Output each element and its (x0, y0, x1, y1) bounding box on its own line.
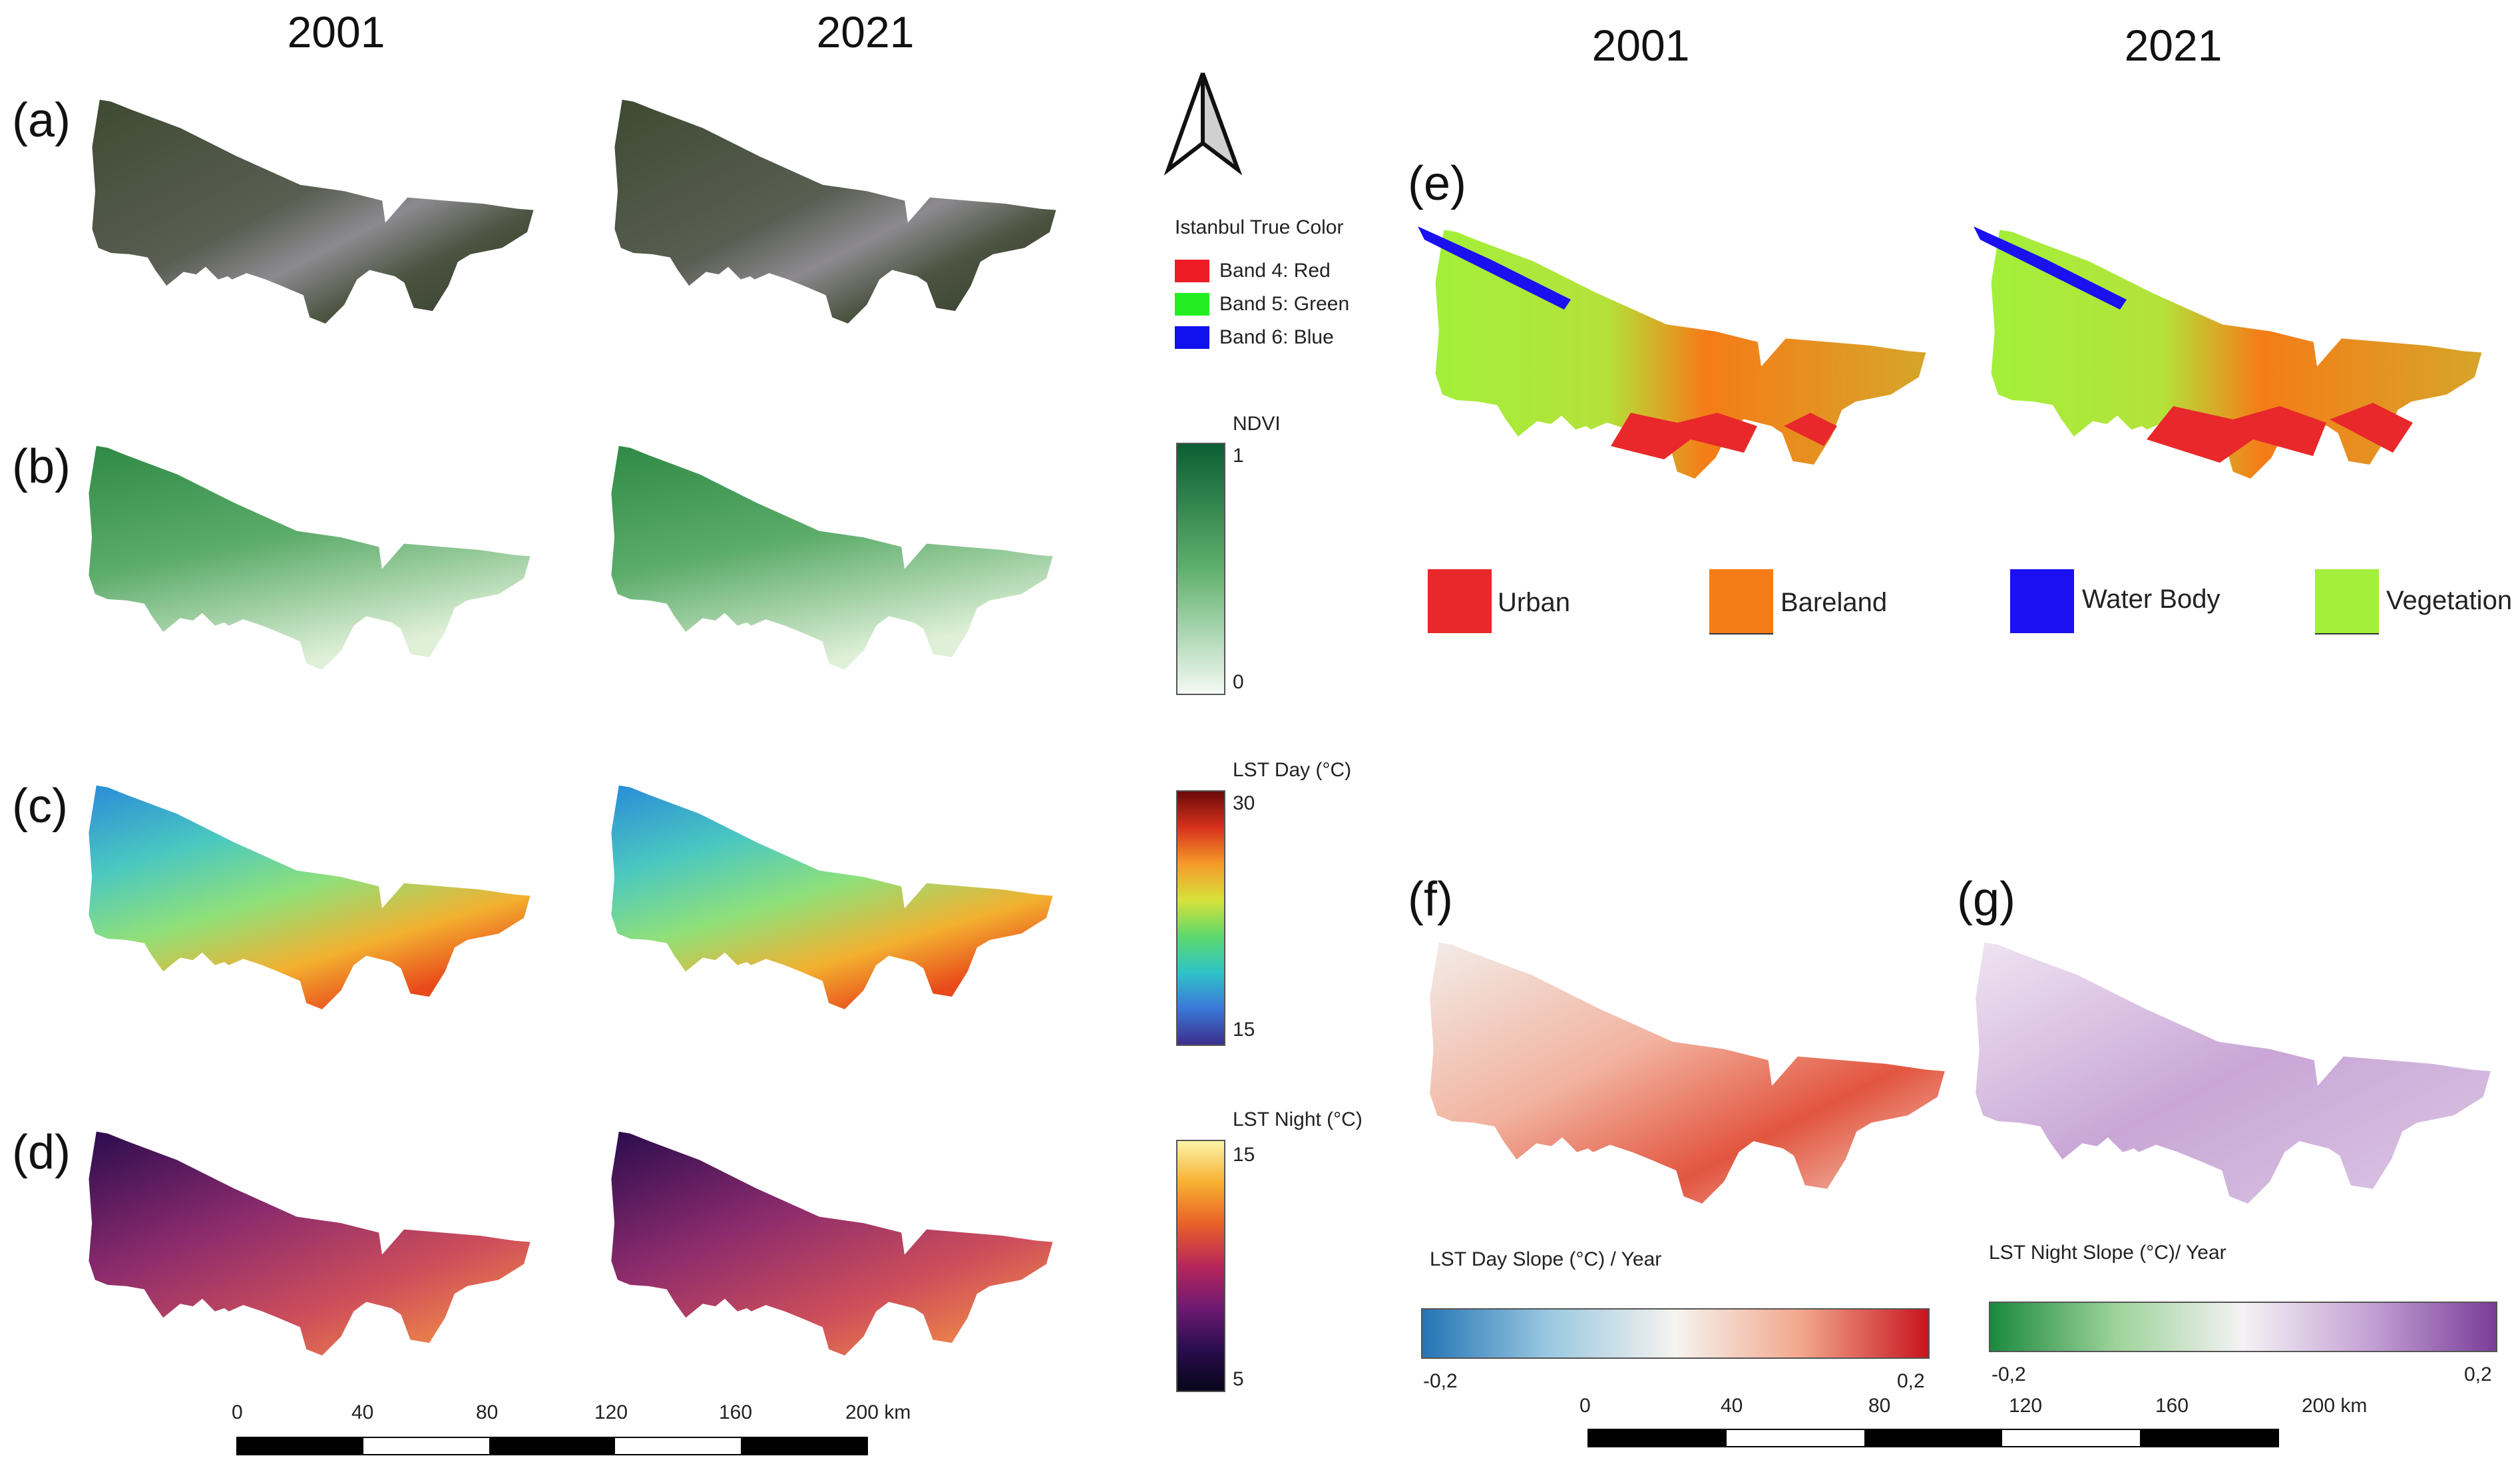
panel-label-d: (d) (12, 1126, 71, 1179)
legend-label-vegetation: Vegetation (2386, 586, 2513, 615)
panel-label-b: (b) (12, 440, 71, 493)
panel-label-e: (e) (1408, 157, 1466, 210)
water-coast-2001 (1418, 226, 1571, 310)
scale-right-seg-4 (2002, 1430, 2140, 1446)
legend-swatch-bareland (1709, 569, 1773, 634)
lst-night-legend-title: LST Night (°C) (1233, 1108, 1363, 1130)
legend-label-bareland: Bareland (1781, 588, 1888, 617)
scale-left-tick-120: 120 (594, 1401, 628, 1423)
legend-swatch-urban (1428, 569, 1492, 633)
year-header-right-2001: 2001 (1591, 21, 1690, 70)
scale-bar-left (236, 1437, 868, 1455)
year-header-left-2001: 2001 (287, 7, 385, 57)
water-coast-2021 (1974, 226, 2127, 310)
lst-night-colorbar (1176, 1140, 1225, 1392)
band-blue-label: Band 6: Blue (1219, 326, 1334, 348)
lst-night-max-label: 15 (1233, 1144, 1255, 1166)
scale-right-seg-2 (1727, 1430, 1864, 1446)
slope-night-max-label: 0,2 (2464, 1363, 2492, 1385)
legend-label-urban: Urban (1498, 588, 1570, 617)
legend-swatch-vegetation (2315, 569, 2379, 634)
scale-right-seg-5 (2140, 1430, 2278, 1446)
scale-left-tick-160: 160 (719, 1401, 753, 1423)
lst-day-legend-title: LST Day (°C) (1233, 759, 1352, 781)
band-green-label: Band 5: Green (1219, 293, 1350, 315)
scale-left-seg-2 (363, 1438, 489, 1454)
true-color-legend-title: Istanbul True Color (1175, 216, 1344, 238)
ndvi-colorbar (1176, 443, 1225, 695)
map-lst-day-2021 (599, 782, 1065, 1022)
map-ndvi-2021 (599, 443, 1065, 682)
scale-left-tick-80: 80 (476, 1401, 499, 1423)
band-red-label: Band 4: Red (1219, 260, 1331, 282)
scale-right-tick-40: 40 (1721, 1395, 1743, 1417)
scale-left-seg-1 (238, 1438, 363, 1454)
scale-right-tick-200: 200 km (2302, 1395, 2368, 1417)
scale-left-tick-200: 200 km (845, 1401, 911, 1423)
panel-label-c: (c) (12, 780, 68, 833)
slope-night-legend-title: LST Night Slope (°C)/ Year (1989, 1242, 2226, 1264)
lst-day-min-label: 15 (1233, 1019, 1255, 1041)
scale-left-seg-4 (615, 1438, 741, 1454)
ndvi-max-label: 1 (1233, 445, 1244, 467)
urban-area-asia-2001 (1784, 413, 1837, 446)
scale-right-tick-0: 0 (1579, 1395, 1591, 1417)
band-green-swatch (1175, 293, 1209, 316)
scale-bar-right (1587, 1429, 2279, 1447)
north-arrow-icon (1163, 72, 1243, 176)
year-header-left-2021: 2021 (816, 7, 915, 57)
map-lst-day-slope (1430, 942, 1945, 1204)
urban-area-2021 (2147, 406, 2326, 463)
ndvi-legend-title: NDVI (1233, 413, 1281, 435)
lst-day-colorbar (1176, 790, 1225, 1046)
map-lst-night-slope (1976, 942, 2491, 1204)
map-landcover-2021 (1974, 226, 2482, 479)
map-lst-night-2001 (77, 1128, 542, 1368)
scale-right-seg-3 (1864, 1430, 2002, 1446)
scale-right-tick-80: 80 (1868, 1395, 1891, 1417)
urban-area-2001 (1611, 413, 1757, 459)
year-header-right-2021: 2021 (2124, 21, 2222, 70)
scale-right-tick-120: 120 (2009, 1395, 2043, 1417)
panel-label-g: (g) (1957, 873, 2015, 926)
map-true-color-2001 (80, 97, 546, 336)
map-true-color-2021 (602, 97, 1068, 336)
urban-area-asia-2021 (2330, 403, 2413, 453)
slope-day-colorbar (1421, 1308, 1930, 1359)
panel-label-f: (f) (1408, 873, 1453, 926)
band-blue-swatch (1175, 326, 1209, 349)
map-landcover-2001 (1418, 226, 1926, 479)
slope-night-min-label: -0,2 (1992, 1363, 2026, 1385)
scale-right-seg-1 (1589, 1430, 1727, 1446)
lst-night-min-label: 5 (1233, 1368, 1244, 1390)
scale-left-seg-5 (741, 1438, 867, 1454)
legend-label-water-body: Water Body (2082, 585, 2220, 614)
slope-night-colorbar (1989, 1302, 2497, 1352)
scale-left-tick-0: 0 (232, 1401, 243, 1423)
legend-swatch-water-body (2010, 569, 2074, 633)
slope-day-max-label: 0,2 (1897, 1370, 1925, 1392)
slope-day-min-label: -0,2 (1423, 1370, 1458, 1392)
map-lst-night-2021 (599, 1128, 1065, 1368)
slope-day-legend-title: LST Day Slope (°C) / Year (1430, 1248, 1662, 1270)
band-red-swatch (1175, 260, 1209, 282)
scale-right-tick-160: 160 (2155, 1395, 2189, 1417)
panel-label-a: (a) (12, 94, 71, 147)
map-ndvi-2001 (77, 443, 542, 682)
ndvi-min-label: 0 (1233, 671, 1244, 693)
lst-day-max-label: 30 (1233, 792, 1255, 814)
scale-left-seg-3 (489, 1438, 615, 1454)
scale-left-tick-40: 40 (351, 1401, 374, 1423)
map-lst-day-2001 (77, 782, 542, 1022)
